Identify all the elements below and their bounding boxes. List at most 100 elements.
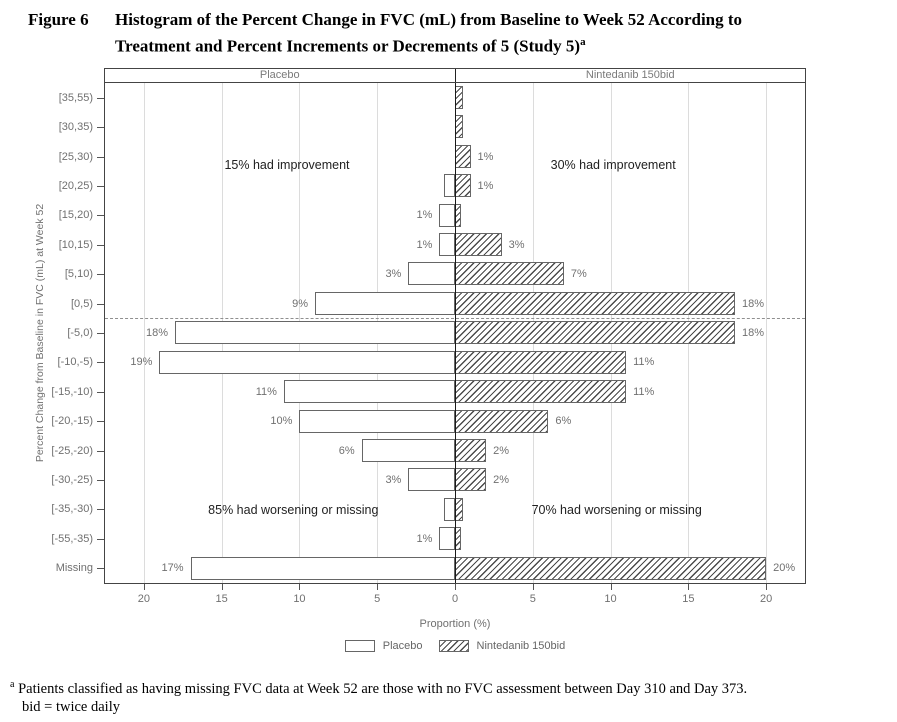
y-tick-label: [-30,-25) <box>51 474 93 487</box>
y-tick-label: [-5,0) <box>67 327 93 339</box>
bar-nintedanib <box>455 468 487 492</box>
figure-title-line2: Treatment and Percent Increments or Decr… <box>115 36 581 56</box>
x-tick <box>221 584 223 590</box>
figure-title-footnote-marker-icon: a <box>580 36 586 48</box>
y-tick-label: Missing <box>55 562 93 575</box>
y-tick-label: [15,20) <box>58 209 93 222</box>
bar-placebo <box>159 350 455 374</box>
bar-nintedanib <box>455 144 471 168</box>
bar-nintedanib <box>455 203 462 227</box>
bar-nintedanib <box>455 86 463 109</box>
x-tick <box>688 584 690 590</box>
y-tick <box>97 333 104 334</box>
bar-placebo <box>175 321 455 345</box>
bar-label-nintedanib: 11% <box>633 356 655 369</box>
bar-nintedanib <box>455 380 627 404</box>
y-tick <box>97 480 104 482</box>
bar-placebo <box>408 262 455 286</box>
y-tick <box>97 244 104 246</box>
gridline <box>143 83 145 583</box>
bar-placebo <box>283 380 455 404</box>
legend-item: Placebo <box>344 640 423 652</box>
legend: Placebo Nintedanib 150bid <box>104 640 806 652</box>
y-tick <box>97 421 104 423</box>
bar-label-nintedanib: 6% <box>555 415 572 428</box>
figure-title-line1: Histogram of the Percent Change in FVC (… <box>115 10 743 29</box>
x-tick-label: 15 <box>215 593 228 605</box>
bar-nintedanib <box>455 174 471 198</box>
annotation-left: 15% had improvement <box>224 158 350 172</box>
x-tick-label: 5 <box>529 593 536 605</box>
x-tick <box>532 584 534 590</box>
footnote-line2: bid = twice daily <box>22 698 120 715</box>
y-tick <box>97 362 104 364</box>
legend-label: Placebo <box>382 640 423 652</box>
figure-title: Histogram of the Percent Change in FVC (… <box>115 8 742 58</box>
bar-nintedanib <box>455 233 502 257</box>
y-tick <box>97 185 104 187</box>
figure-label: Figure 6 <box>28 10 89 29</box>
bar-label-placebo: 1% <box>416 209 433 222</box>
legend-label: Nintedanib 150bid <box>476 640 566 652</box>
legend-swatch-placebo <box>344 640 375 652</box>
panel-header-divider <box>454 69 456 82</box>
bar-label-placebo: 9% <box>292 297 308 310</box>
x-tick <box>299 584 301 590</box>
bar-label-placebo: 3% <box>385 474 402 487</box>
legend-item: Nintedanib 150bid <box>438 640 566 652</box>
y-tick <box>97 509 104 511</box>
y-tick <box>97 303 104 305</box>
y-tick-label: [20,25) <box>58 179 93 192</box>
bar-nintedanib <box>455 291 735 315</box>
figure-caption: Figure 6 Histogram of the Percent Change… <box>28 8 878 58</box>
panel-header-nintedanib: Nintedanib 150bid <box>585 69 675 81</box>
x-tick-label: 20 <box>137 593 150 605</box>
bar-placebo <box>439 203 455 227</box>
bar-label-nintedanib: 1% <box>477 179 494 192</box>
bar-label-nintedanib: 1% <box>477 150 494 163</box>
bar-nintedanib <box>455 262 564 286</box>
bar-label-nintedanib: 18% <box>742 327 765 339</box>
x-tick-label: 10 <box>293 593 306 605</box>
bar-label-placebo: 10% <box>270 415 293 428</box>
footnote-line1-text: Patients classified as having missing FV… <box>18 680 748 697</box>
x-tick <box>610 584 612 590</box>
legend-swatch-nintedanib <box>438 640 469 652</box>
annotation-right: 70% had worsening or missing <box>531 503 702 517</box>
footnote-line1: a Patients classified as having missing … <box>10 676 888 698</box>
y-tick <box>97 274 104 276</box>
bar-label-placebo: 18% <box>145 327 168 339</box>
bar-placebo <box>439 527 455 551</box>
y-tick-label: [-20,-15) <box>51 415 93 428</box>
y-tick-label: [35,55) <box>58 91 93 104</box>
x-axis: 20 15 10 5 0 5 10 15 20 <box>104 584 806 610</box>
x-tick-label: 10 <box>604 593 617 605</box>
bar-label-placebo: 17% <box>161 562 184 575</box>
bar-placebo <box>444 174 455 198</box>
bar-label-nintedanib: 2% <box>493 474 510 487</box>
bar-label-placebo: 1% <box>416 238 433 251</box>
y-tick <box>97 538 104 540</box>
x-tick <box>143 584 145 590</box>
x-tick <box>455 584 456 590</box>
x-tick <box>766 584 768 590</box>
y-tick <box>97 568 104 570</box>
y-tick <box>97 156 104 158</box>
y-tick-label: [-10,-5) <box>57 356 93 369</box>
bar-nintedanib <box>455 321 735 345</box>
bar-placebo <box>361 438 455 462</box>
panel-header: Placebo Nintedanib 150bid <box>104 68 806 83</box>
plot-area: 1% 1% 1% 1% 3% 3% 7% 9% 18% 18% 18% 19% 11% 11% 11% 10%… <box>104 83 806 584</box>
bar-nintedanib <box>455 497 463 521</box>
y-tick <box>97 391 104 393</box>
bar-placebo <box>444 497 455 521</box>
y-tick-label: [-25,-20) <box>51 444 93 457</box>
y-tick <box>97 127 104 129</box>
y-tick-label: [25,30) <box>58 150 93 163</box>
zero-axis-line <box>454 83 456 583</box>
footnote: a Patients classified as having missing … <box>10 676 888 716</box>
bar-nintedanib <box>455 438 487 462</box>
y-tick <box>97 450 104 452</box>
footnote-marker-icon: a <box>10 679 15 690</box>
